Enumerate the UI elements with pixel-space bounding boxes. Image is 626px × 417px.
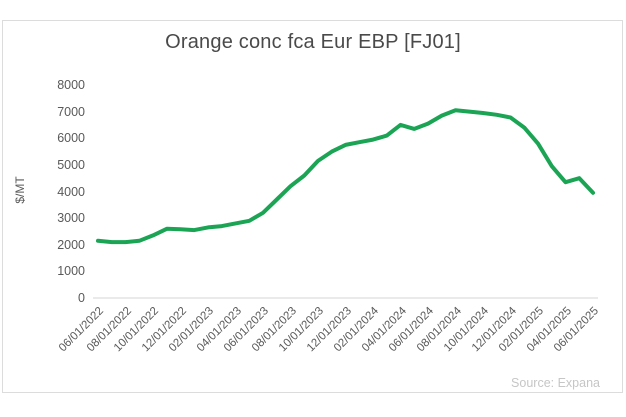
source-attribution: Source: Expana: [511, 376, 600, 390]
y-tick-label: 5000: [57, 157, 85, 172]
y-tick-label: 3000: [57, 211, 85, 226]
y-tick-label: 0: [78, 291, 85, 305]
price-series-line: [96, 108, 595, 245]
y-tick-label: 6000: [57, 131, 85, 146]
y-tick-label: 8000: [57, 78, 85, 92]
chart-card: [2, 20, 623, 393]
y-tick-label: 1000: [57, 264, 85, 279]
y-tick-label: 2000: [57, 237, 85, 252]
chart-title: Orange conc fca Eur EBP [FJ01]: [165, 31, 461, 53]
y-tick-label: 4000: [57, 184, 85, 199]
y-tick-label: 7000: [57, 104, 85, 119]
